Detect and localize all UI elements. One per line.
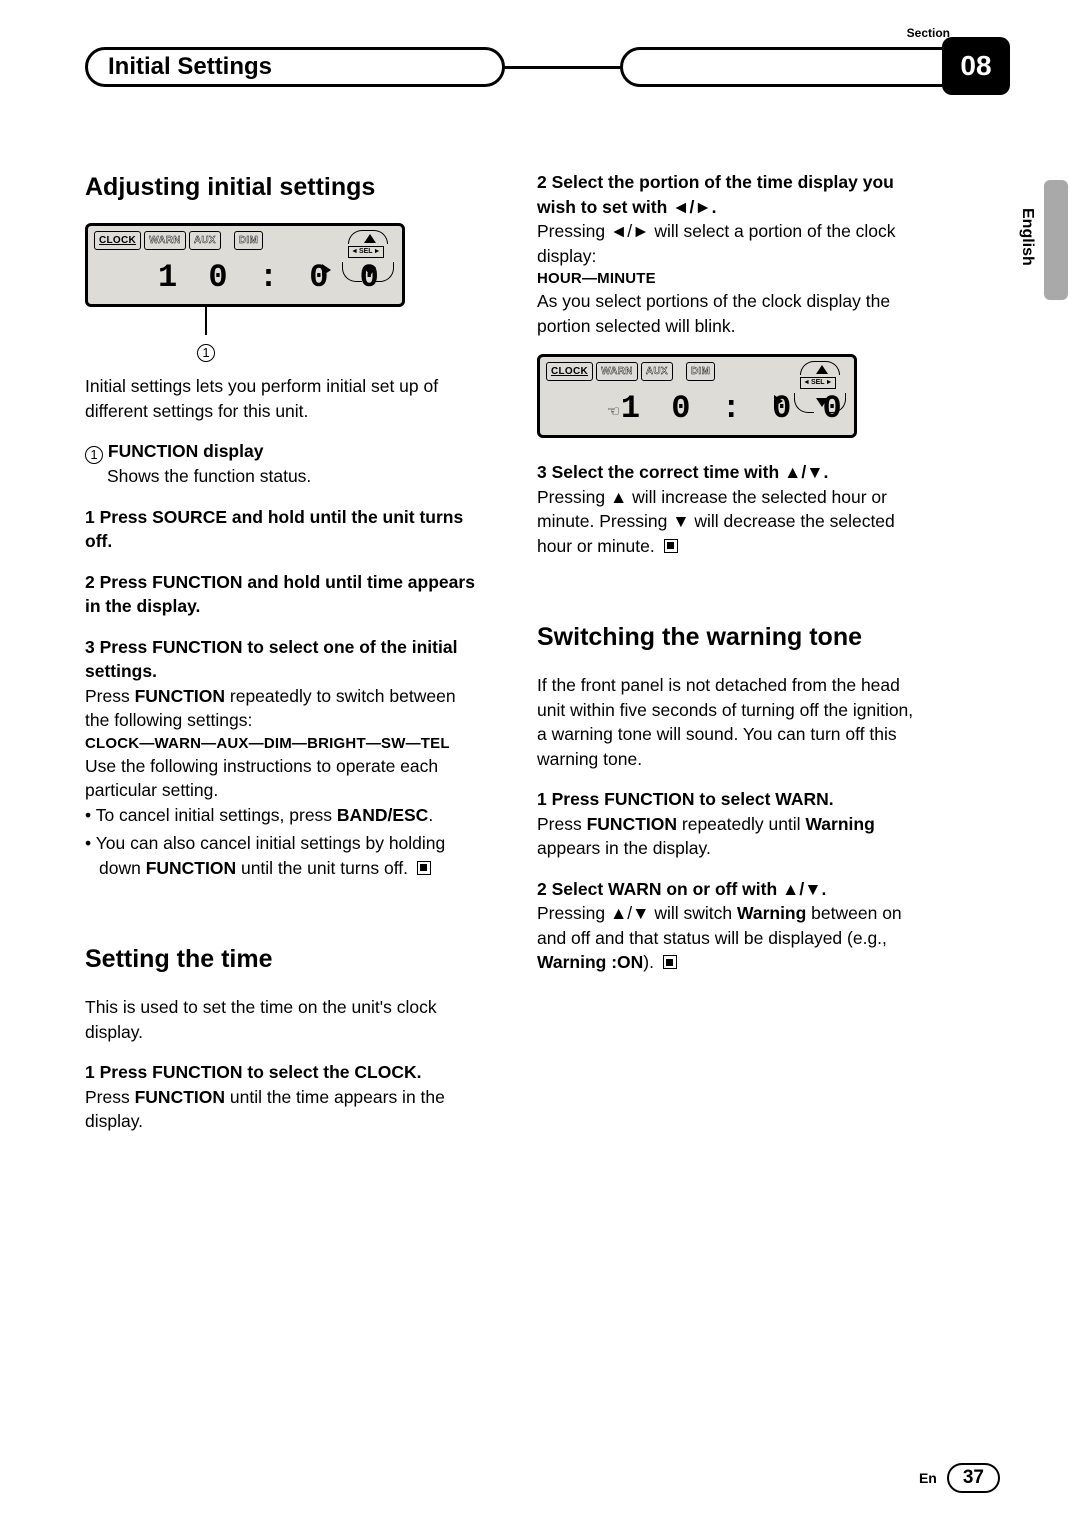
page-footer: En 37 [919, 1463, 1000, 1493]
bullet-cancel: • To cancel initial settings, press BAND… [85, 803, 475, 828]
section-label: Section [907, 26, 950, 40]
time-step-2-body: Pressing ◄/► will select a portion of th… [537, 219, 927, 268]
step-3-block: 3 Press FUNCTION to select one of the in… [85, 635, 475, 881]
time-step-2-body2: As you select portions of the clock disp… [537, 289, 927, 338]
lcd2-tab-clock: CLOCK [546, 362, 593, 381]
heading-warning-tone: Switching the warning tone [537, 620, 927, 655]
heading-adjusting: Adjusting initial settings [85, 170, 475, 205]
step-1: 1 Press SOURCE and hold until the unit t… [85, 505, 475, 554]
warn-step-1: 1 Press FUNCTION to select WARN. [537, 787, 927, 812]
function-display-desc: Shows the function status. [107, 464, 311, 489]
warn-step-1-body: Press FUNCTION repeatedly until Warning … [537, 812, 927, 861]
lcd2-nav-icon: SEL [792, 363, 848, 431]
setting-time-intro: This is used to set the time on the unit… [85, 995, 475, 1044]
lcd-tab-aux: AUX [189, 231, 221, 250]
callout-1: 1 [197, 344, 215, 362]
time-step-2: 2 Select the portion of the time display… [537, 170, 927, 219]
step-2: 2 Press FUNCTION and hold until time app… [85, 570, 475, 619]
footer-language: En [919, 1470, 937, 1486]
title-pill: Initial Settings [85, 47, 505, 87]
end-mark-icon [664, 539, 678, 553]
warn-step-2-body: Pressing ▲/▼ will switch Warning between… [537, 901, 927, 975]
step-3-body2: Use the following instructions to operat… [85, 754, 475, 803]
lcd2-tab-warn: WARN [596, 362, 638, 381]
page-header: Section Initial Settings 08 [85, 40, 1010, 90]
header-right-pill [620, 47, 980, 87]
lcd-tab-dim: DIM [234, 231, 263, 250]
lcd-nav-icon: SEL [340, 232, 396, 300]
right-column: 2 Select the portion of the time display… [537, 170, 927, 1150]
heading-setting-time: Setting the time [85, 942, 475, 977]
section-number: 08 [942, 37, 1010, 95]
lcd2-tab-aux: AUX [641, 362, 673, 381]
end-mark-icon [663, 955, 677, 969]
step-3: 3 Press FUNCTION to select one of the in… [85, 635, 475, 684]
end-mark-icon [417, 861, 431, 875]
page-number: 37 [947, 1463, 1000, 1493]
callout-1-ref: 1 [85, 446, 103, 464]
function-display-item: 1 FUNCTION display Shows the function st… [85, 439, 475, 489]
lcd2-sel-label: SEL [800, 377, 836, 389]
lcd-diagram-1: CLOCK WARN AUX DIM 1 0 : 0 0 SEL [85, 223, 475, 362]
side-language: English [1018, 208, 1036, 266]
side-tab [1044, 180, 1068, 300]
warn-step-2: 2 Select WARN on or off with ▲/▼. [537, 877, 927, 902]
function-display-label: FUNCTION display [108, 441, 264, 461]
hour-minute-label: HOUR—MINUTE [537, 268, 927, 289]
lcd-tab-warn: WARN [144, 231, 186, 250]
page-title: Initial Settings [108, 53, 272, 81]
bullet-cancel-hold: • You can also cancel initial settings b… [85, 831, 475, 880]
lcd-sel-label: SEL [348, 246, 384, 258]
lcd2-tab-dim: DIM [686, 362, 715, 381]
time-step-1: 1 Press FUNCTION to select the CLOCK. [85, 1060, 475, 1085]
time-step-3-body: Pressing ▲ will increase the selected ho… [537, 485, 927, 559]
hand-icon: ☞ [602, 401, 619, 426]
left-column: Adjusting initial settings CLOCK WARN AU… [85, 170, 475, 1150]
lcd-diagram-2: CLOCK WARN AUX DIM ☞1 0 : 0 0 SEL [537, 354, 927, 438]
step-3-body1: Press FUNCTION repeatedly to switch betw… [85, 684, 475, 733]
warning-intro: If the front panel is not detached from … [537, 673, 927, 771]
settings-options: CLOCK—WARN—AUX—DIM—BRIGHT—SW—TEL [85, 733, 475, 754]
time-step-1-body: Press FUNCTION until the time appears in… [85, 1085, 475, 1134]
intro-text: Initial settings lets you perform initia… [85, 374, 475, 423]
lcd-tab-clock: CLOCK [94, 231, 141, 250]
time-step-3: 3 Select the correct time with ▲/▼. [537, 460, 927, 485]
